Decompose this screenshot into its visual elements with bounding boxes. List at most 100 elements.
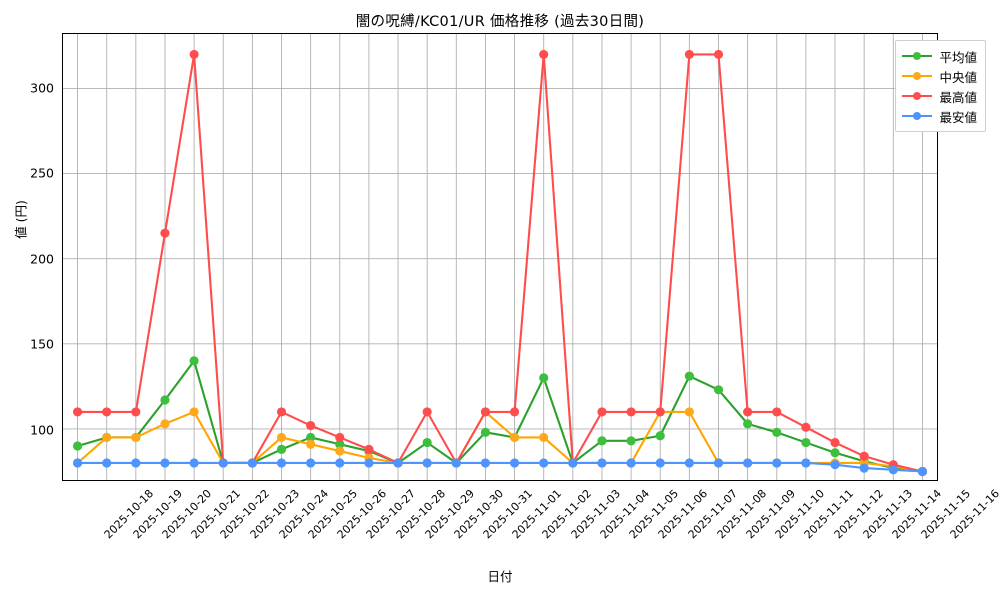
- data-point: [480, 458, 491, 468]
- y-tick-label: 300: [30, 80, 54, 96]
- data-point: [160, 458, 170, 468]
- legend-marker-dot: [913, 72, 922, 80]
- data-point: [743, 407, 753, 417]
- data-point: [597, 458, 607, 468]
- data-point: [713, 385, 724, 395]
- data-point: [480, 427, 491, 437]
- data-point: [335, 446, 345, 456]
- data-point: [539, 432, 549, 443]
- data-point: [276, 444, 287, 454]
- y-tick-label: 150: [30, 336, 54, 352]
- data-point: [480, 407, 491, 417]
- data-point: [655, 431, 665, 441]
- data-point: [160, 419, 170, 429]
- data-point: [743, 419, 753, 429]
- data-point: [830, 437, 840, 448]
- data-point: [102, 432, 112, 443]
- data-point: [189, 458, 199, 468]
- data-point: [306, 458, 316, 468]
- series-最高値: [72, 49, 928, 477]
- data-point: [335, 439, 345, 449]
- legend-item-最高値[interactable]: 最高値: [902, 86, 977, 106]
- data-point: [772, 458, 782, 468]
- data-point: [364, 444, 374, 454]
- data-point: [684, 371, 694, 381]
- legend-label: 最安値: [939, 109, 977, 125]
- data-point: [772, 407, 782, 417]
- data-point: [626, 407, 636, 417]
- data-point: [539, 373, 549, 383]
- series-layer: [72, 49, 928, 477]
- data-point: [917, 466, 928, 477]
- data-point: [364, 458, 374, 468]
- data-point: [276, 407, 287, 417]
- data-point: [859, 451, 869, 461]
- data-point: [189, 407, 199, 417]
- chart-title: 闇の呪縛/KC01/UR 価格推移 (過去30日間): [355, 14, 645, 30]
- x-axis-label: 日付: [487, 569, 513, 584]
- series-line: [76, 53, 924, 473]
- y-tick-label: 200: [30, 251, 54, 267]
- data-point: [801, 458, 811, 468]
- y-axis-tick-labels: 100 150 200 250 300: [6, 33, 54, 481]
- data-point: [160, 395, 170, 405]
- data-point: [160, 228, 170, 238]
- legend-label: 最高値: [939, 89, 977, 105]
- series-中央値: [72, 407, 928, 477]
- data-point: [131, 432, 141, 443]
- legend-label: 中央値: [939, 69, 977, 85]
- data-point: [655, 407, 665, 417]
- data-point: [684, 458, 694, 468]
- legend-swatch-icon: [902, 49, 933, 63]
- legend-item-最安値[interactable]: 最安値: [902, 106, 977, 126]
- data-point: [509, 407, 520, 417]
- series-line: [76, 461, 924, 473]
- legend-swatch-icon: [902, 89, 933, 103]
- data-point: [335, 458, 345, 468]
- data-point: [568, 458, 578, 468]
- data-point: [72, 441, 83, 451]
- data-point: [626, 458, 636, 468]
- data-point: [801, 422, 811, 432]
- data-point: [772, 427, 782, 437]
- x-axis-tick-labels: 2025-10-18 2025-10-19 2025-10-20 2025-10-21…: [62, 487, 1000, 547]
- data-point: [451, 458, 461, 468]
- data-point: [189, 356, 199, 366]
- data-point: [306, 432, 316, 443]
- legend-item-平均値[interactable]: 平均値: [902, 46, 977, 66]
- legend-swatch-icon: [902, 109, 933, 123]
- plot-area: [62, 33, 938, 481]
- legend-marker-dot: [913, 92, 922, 100]
- data-point: [684, 407, 694, 417]
- data-point: [422, 437, 432, 448]
- data-point: [597, 407, 607, 417]
- data-point: [743, 458, 753, 468]
- data-point: [247, 458, 257, 468]
- legend-marker-dot: [913, 112, 922, 120]
- chart-legend[interactable]: 平均値中央値最高値最安値: [895, 40, 986, 132]
- data-point: [626, 436, 636, 446]
- data-point: [131, 407, 141, 417]
- data-point: [539, 458, 549, 468]
- data-point: [830, 460, 840, 470]
- data-point: [509, 432, 520, 443]
- y-tick-label: 100: [30, 422, 54, 438]
- data-point: [422, 458, 432, 468]
- data-point: [393, 458, 403, 468]
- data-point: [276, 458, 287, 468]
- data-point: [597, 436, 607, 446]
- data-point: [189, 49, 199, 60]
- data-point: [306, 420, 316, 431]
- series-最安値: [72, 458, 928, 477]
- data-point: [72, 458, 83, 468]
- legend-item-中央値[interactable]: 中央値: [902, 66, 977, 86]
- legend-label: 平均値: [939, 49, 977, 65]
- data-point: [713, 49, 724, 60]
- data-point: [276, 432, 287, 443]
- data-point: [859, 463, 869, 473]
- data-point: [72, 407, 83, 417]
- data-point: [335, 432, 345, 443]
- data-point: [218, 458, 228, 468]
- data-point: [102, 458, 112, 468]
